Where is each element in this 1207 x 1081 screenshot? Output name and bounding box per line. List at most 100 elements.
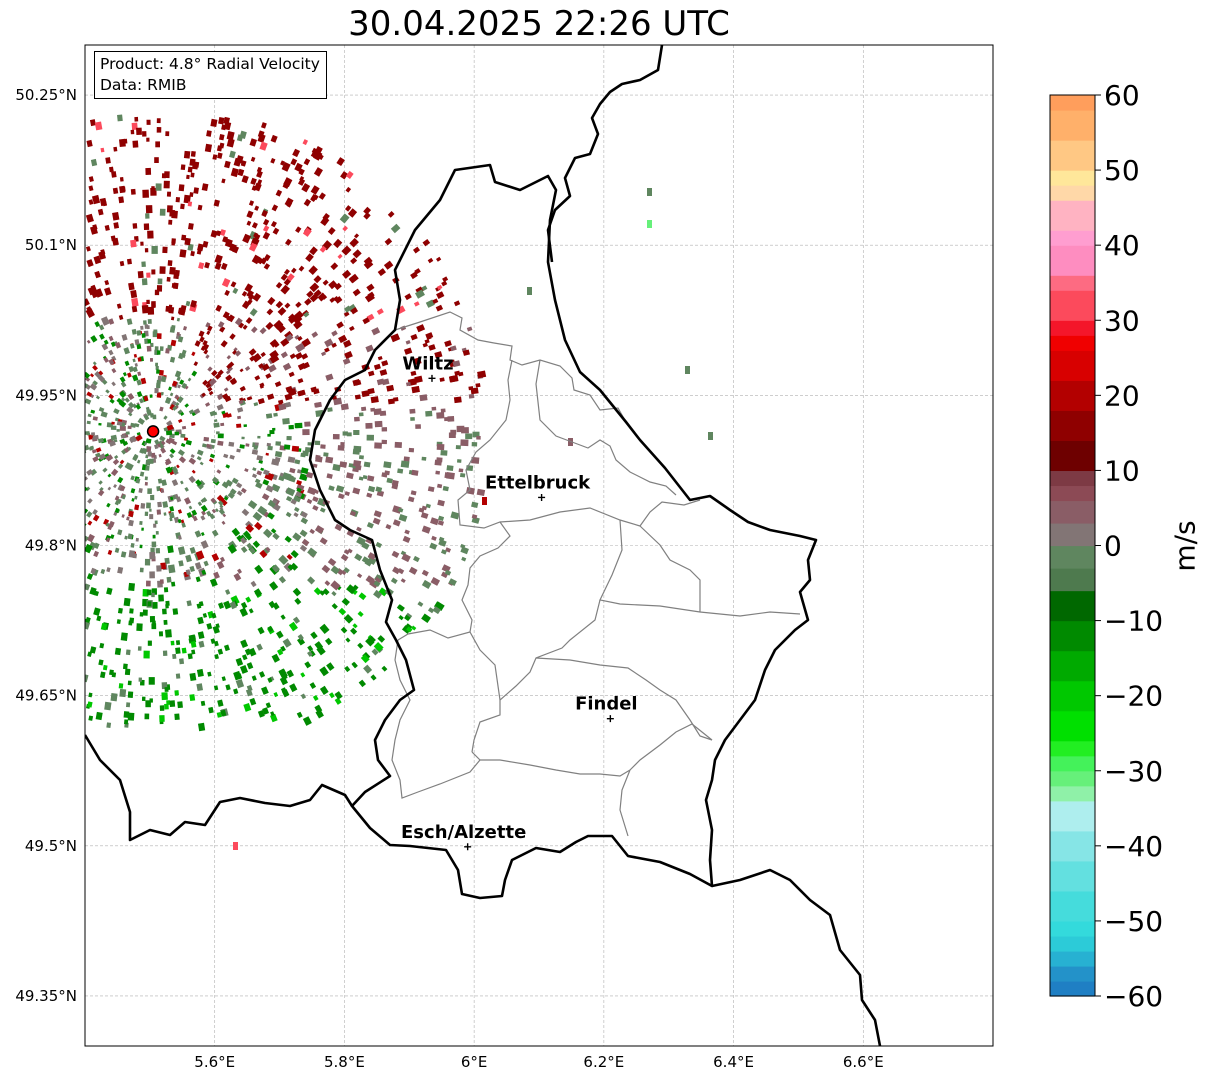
radar-echo — [181, 522, 186, 528]
radar-echo — [383, 260, 394, 270]
radar-echo — [230, 281, 237, 288]
radar-echo — [376, 308, 384, 315]
radar-echo — [137, 357, 142, 362]
radar-echo — [156, 565, 162, 572]
radar-echo — [366, 492, 373, 498]
radar-echo — [171, 324, 176, 331]
radar-echo — [432, 606, 441, 615]
radar-echo — [362, 474, 368, 480]
radar-echo — [377, 355, 383, 361]
radar-echo — [304, 298, 312, 306]
radar-echo — [265, 452, 269, 456]
radar-echo — [441, 280, 448, 287]
radar-echo — [374, 576, 382, 583]
radar-echo — [128, 582, 135, 591]
radar-echo — [343, 567, 350, 574]
radar-echo — [408, 566, 418, 575]
radar-echo — [190, 150, 196, 157]
lat-tick-label: 49.65°N — [15, 687, 77, 705]
radar-echo — [358, 476, 364, 481]
radar-echo — [160, 447, 167, 454]
radar-echo — [290, 498, 297, 505]
radar-echo — [151, 452, 156, 458]
radar-echo — [404, 614, 411, 622]
city-marker — [606, 715, 614, 723]
radar-echo — [226, 355, 232, 360]
radar-echo — [267, 677, 273, 683]
radar-echo — [286, 435, 292, 441]
radar-echo — [151, 592, 155, 598]
radar-echo — [247, 500, 258, 510]
radar-echo — [89, 587, 97, 596]
radar-echo — [104, 224, 110, 231]
radar-echo — [196, 668, 204, 677]
radar-echo — [177, 509, 183, 514]
radar-echo — [147, 230, 154, 239]
radar-echo — [363, 664, 373, 674]
radar-echo — [244, 283, 253, 293]
colorbar-tick-label: 10 — [1104, 454, 1140, 487]
radar-echo — [237, 407, 244, 413]
radar-echo — [193, 408, 201, 415]
radar-echo — [314, 402, 321, 408]
radar-echo — [155, 365, 159, 370]
radar-echo — [306, 498, 313, 504]
radar-echo — [257, 505, 268, 516]
radar-echo — [197, 204, 203, 211]
radar-echo — [290, 158, 298, 166]
radar-echo — [161, 692, 168, 701]
radar-echo — [126, 516, 130, 521]
radar-echo — [144, 511, 149, 516]
radar-echo — [89, 373, 95, 378]
radar-echo — [189, 192, 194, 197]
radar-echo — [270, 158, 276, 164]
radar-echo — [398, 513, 408, 522]
radar-echo — [171, 283, 176, 289]
radar-echo — [355, 464, 362, 471]
radar-echo — [371, 327, 381, 336]
radar-echo — [149, 508, 152, 512]
radar-echo — [200, 498, 205, 504]
radar-echo — [267, 393, 275, 401]
radar-echo — [235, 657, 244, 667]
radar-echo — [374, 442, 382, 449]
radar-echo — [263, 547, 270, 555]
radar-echo — [270, 528, 277, 534]
radar-echo — [472, 431, 480, 438]
radar-echo — [273, 412, 278, 417]
radar-echo — [159, 346, 164, 351]
radar-echo — [149, 458, 154, 464]
radar-echo — [195, 479, 202, 487]
radar-echo — [160, 488, 165, 493]
radar-echo — [343, 614, 354, 624]
radar-echo — [358, 679, 367, 688]
radar-echo — [285, 487, 296, 497]
radar-echo — [300, 467, 309, 475]
radar-echo — [219, 556, 226, 563]
radar-echo — [310, 386, 318, 393]
radar-echo — [87, 286, 96, 296]
radar-echo — [87, 413, 92, 418]
radar-echo — [336, 321, 344, 329]
radar-echo — [125, 431, 130, 435]
radar-echo — [176, 464, 180, 469]
radar-echo — [294, 597, 302, 605]
radar-echo — [191, 469, 196, 474]
radar-echo — [259, 384, 265, 389]
radar-echo — [96, 615, 102, 622]
radar-echo — [166, 420, 173, 427]
colorbar-segment — [1050, 320, 1095, 336]
radar-echo — [262, 479, 270, 486]
colorbar-unit-label: m/s — [1168, 520, 1202, 572]
radar-echo — [227, 491, 235, 499]
radar-echo — [349, 237, 359, 248]
radar-echo — [387, 211, 395, 218]
radar-echo — [189, 158, 196, 167]
radar-echo — [201, 569, 207, 576]
radar-echo — [184, 385, 189, 390]
radar-echo — [119, 485, 126, 492]
radar-echo — [178, 456, 187, 464]
radar-echo — [224, 644, 230, 652]
radar-echo — [165, 131, 170, 137]
radar-echo — [86, 573, 94, 580]
